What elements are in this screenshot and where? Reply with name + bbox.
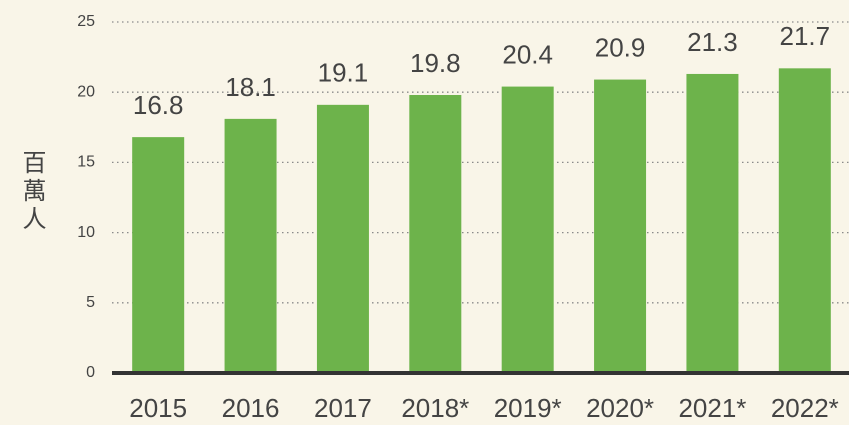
x-tick-label: 2016	[222, 393, 280, 423]
y-tick-label: 5	[86, 294, 95, 311]
value-label: 21.7	[780, 21, 831, 51]
x-tick-label: 2020*	[586, 393, 654, 423]
value-label: 21.3	[687, 27, 738, 57]
x-tick-label: 2019*	[494, 393, 562, 423]
bar	[316, 104, 369, 373]
bar	[224, 118, 277, 373]
y-tick-label: 25	[77, 13, 95, 30]
bar	[778, 68, 831, 373]
bar	[686, 73, 739, 373]
y-axis-label: 百萬人	[18, 150, 45, 234]
y-tick-label: 10	[77, 224, 95, 241]
x-tick-label: 2018*	[401, 393, 469, 423]
x-tick-label: 2022*	[771, 393, 839, 423]
x-tick-label: 2015	[129, 393, 187, 423]
value-label: 20.4	[502, 39, 553, 69]
bar	[501, 86, 554, 374]
y-tick-label: 20	[77, 83, 95, 100]
y-tick-label: 0	[86, 364, 95, 381]
value-label: 20.9	[595, 32, 646, 62]
x-tick-label: 2017	[314, 393, 372, 423]
bar	[594, 79, 647, 374]
value-label: 16.8	[133, 90, 184, 120]
value-label: 18.1	[225, 72, 276, 102]
bar	[132, 137, 185, 373]
x-tick-label: 2021*	[678, 393, 746, 423]
y-tick-label: 15	[77, 154, 95, 171]
value-label: 19.1	[318, 58, 369, 88]
bar	[409, 95, 462, 374]
value-label: 19.8	[410, 48, 461, 78]
